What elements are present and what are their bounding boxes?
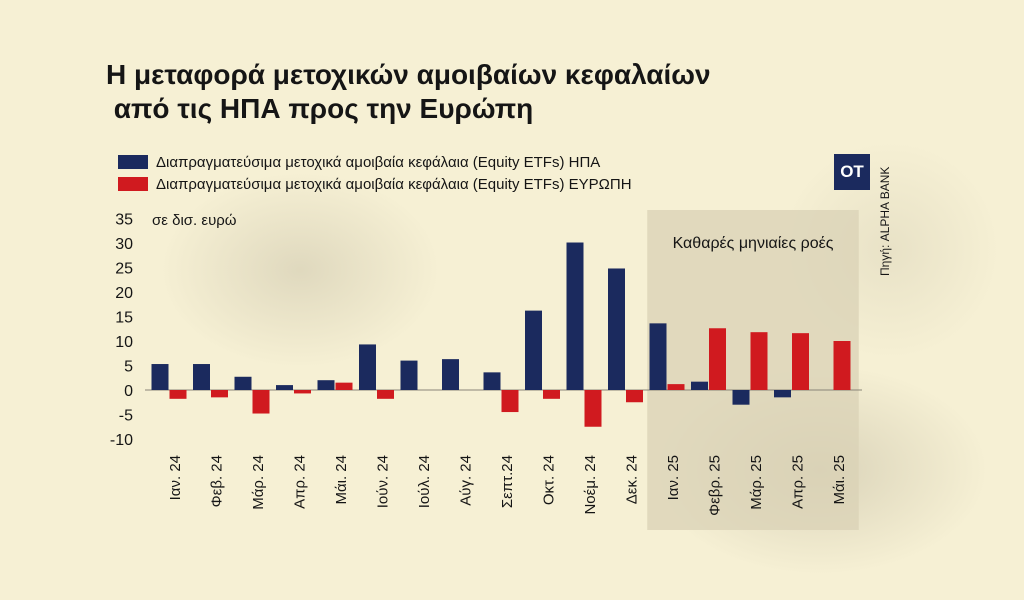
y-tick-label: -10 (110, 432, 133, 449)
x-tick-label: Ιούλ. 24 (416, 455, 433, 508)
bar-europe (169, 390, 187, 399)
x-tick-label: Οκτ. 24 (541, 455, 558, 505)
y-tick-label: 20 (115, 285, 133, 302)
bar-europe (626, 390, 643, 403)
x-tick-label: Μάι. 25 (831, 455, 848, 505)
bar-usa (774, 390, 791, 398)
legend: Διαπραγματεύσιμα μετοχικά αμοιβαία κεφάλ… (118, 151, 632, 195)
bar-europe (294, 390, 311, 394)
legend-swatch-usa (118, 155, 148, 169)
bar-usa (732, 390, 750, 405)
legend-item-usa: Διαπραγματεύσιμα μετοχικά αμοιβαία κεφάλ… (118, 151, 632, 173)
bar-usa (525, 310, 542, 390)
bar-europe (584, 390, 602, 427)
bar-usa (483, 372, 501, 390)
bar-europe (335, 382, 353, 390)
bar-europe (709, 328, 726, 390)
bar-usa (317, 380, 335, 390)
bar-europe (501, 390, 519, 413)
x-tick-label: Σεπτ.24 (499, 455, 516, 508)
ot-logo: OT (834, 154, 870, 190)
x-tick-label: Απρ. 24 (292, 455, 309, 509)
x-tick-label: Μάρ. 25 (748, 455, 765, 510)
bar-usa (400, 360, 418, 390)
bar-usa (442, 359, 459, 390)
bar-usa (691, 381, 708, 390)
legend-swatch-europe (118, 177, 148, 191)
bar-europe (377, 390, 394, 399)
annotation-net-monthly-flows: Καθαρές μηνιαίες ροές (673, 235, 834, 252)
legend-item-europe: Διαπραγματεύσιμα μετοχικά αμοιβαία κεφάλ… (118, 173, 632, 195)
x-tick-label: Μάρ. 24 (250, 455, 267, 510)
y-tick-label: 25 (115, 261, 133, 278)
x-tick-label: Φεβρ. 25 (707, 455, 724, 516)
x-tick-label: Αύγ. 24 (458, 455, 475, 506)
x-tick-label: Ιούν. 24 (375, 455, 392, 508)
bar-europe (833, 341, 851, 390)
chart-title: Η μεταφορά μετοχικών αμοιβαίων κεφαλαίων… (106, 58, 711, 126)
bar-europe (252, 390, 270, 414)
bar-europe (667, 384, 685, 390)
bar-usa (276, 385, 293, 390)
bar-europe (543, 390, 560, 399)
bar-europe (211, 390, 228, 398)
bar-europe (792, 333, 809, 390)
chart-title-line1: Η μεταφορά μετοχικών αμοιβαίων κεφαλαίων (106, 59, 711, 90)
y-tick-label: 35 (115, 212, 133, 229)
bar-usa (193, 364, 210, 390)
bar-usa (608, 268, 625, 390)
x-tick-label: Μάι. 24 (333, 455, 350, 505)
x-tick-label: Απρ. 25 (790, 455, 807, 509)
y-tick-label: -5 (119, 408, 133, 425)
x-tick-label: Δεκ. 24 (624, 455, 641, 504)
bar-usa (151, 364, 169, 390)
bar-usa (566, 242, 584, 390)
x-tick-label: Ιαν. 25 (665, 455, 682, 500)
y-tick-label: 5 (124, 359, 133, 376)
y-tick-label: 10 (115, 334, 133, 351)
x-tick-label: Φεβ. 24 (209, 455, 226, 507)
y-tick-label: 30 (115, 236, 133, 253)
bar-usa (234, 376, 252, 390)
bar-usa (359, 344, 376, 390)
legend-label-europe: Διαπραγματεύσιμα μετοχικά αμοιβαία κεφάλ… (156, 175, 632, 193)
legend-label-usa: Διαπραγματεύσιμα μετοχικά αμοιβαία κεφάλ… (156, 153, 601, 171)
y-tick-label: 0 (124, 383, 133, 400)
x-tick-label: Ιαν. 24 (167, 455, 184, 500)
x-tick-label: Νοέμ. 24 (582, 455, 599, 515)
chart-title-line2: από τις ΗΠΑ προς την Ευρώπη (106, 93, 534, 124)
bar-europe (750, 332, 768, 390)
y-tick-label: 15 (115, 310, 133, 327)
bar-usa (649, 323, 667, 390)
unit-label: σε δισ. ευρώ (152, 212, 237, 229)
